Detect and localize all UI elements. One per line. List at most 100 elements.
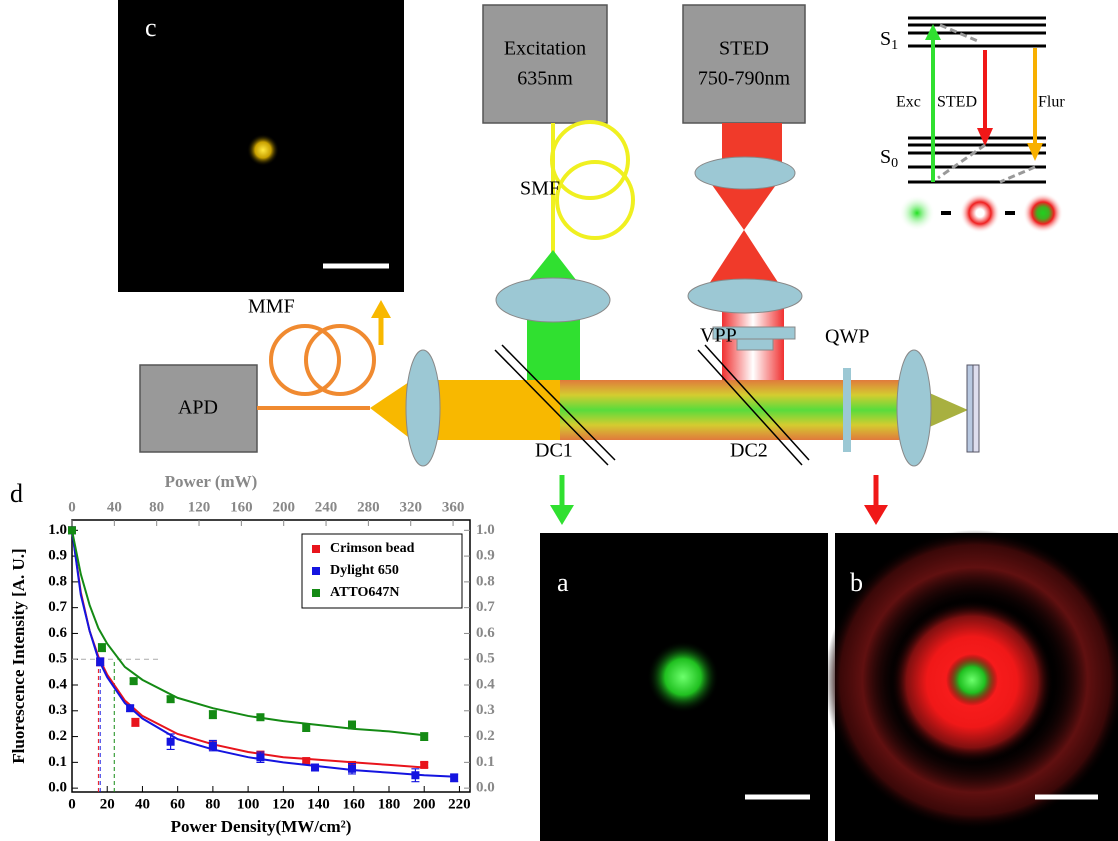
x-tick-label: 60 (170, 796, 185, 812)
y-tick-label: 0.9 (48, 548, 67, 564)
arrow (550, 475, 574, 525)
legend-label: Dylight 650 (330, 563, 399, 578)
lens (496, 278, 610, 322)
x-tick-label: 160 (343, 796, 366, 812)
x2-tick-label: 0 (68, 499, 76, 515)
sample-slide (973, 365, 979, 452)
apd-label: APD (178, 397, 218, 419)
excitation-label: 635nm (517, 68, 573, 90)
x-tick-label: 100 (237, 796, 260, 812)
x-tick-label: 140 (307, 796, 330, 812)
x-tick-label: 80 (205, 796, 220, 812)
y2-tick-label: 0.9 (476, 548, 495, 564)
x2-tick-label: 40 (107, 499, 122, 515)
y-axis-label: Fluorescence Intensity [A. U.] (9, 548, 28, 763)
sted-focus (705, 175, 783, 290)
y-tick-label: 0.8 (48, 573, 67, 589)
excitation-label: Excitation (504, 38, 586, 60)
smf-fiber (552, 122, 633, 255)
effective-psf (1023, 193, 1063, 233)
y2-tick-label: 0.2 (476, 728, 495, 744)
panel-label: c (145, 13, 157, 42)
s0-label: S0 (880, 146, 898, 172)
dc1-label: DC1 (535, 440, 573, 462)
data-point (167, 695, 175, 703)
y-tick-label: 0.6 (48, 625, 67, 641)
sted-label: STED (719, 38, 769, 60)
qwp-label: QWP (825, 326, 869, 348)
y2-tick-label: 0.5 (476, 651, 495, 667)
mmf-label: MMF (248, 296, 295, 318)
mmf-fiber (257, 326, 374, 408)
y2-tick-label: 0.0 (476, 780, 495, 796)
data-point (420, 733, 428, 741)
y2-tick-label: 0.7 (476, 599, 495, 615)
sted-box (683, 5, 805, 123)
x2-tick-label: 80 (149, 499, 164, 515)
vpp-plate (737, 339, 773, 350)
data-point (348, 721, 356, 729)
dash (1005, 211, 1015, 215)
data-point (302, 724, 310, 732)
lens (695, 157, 795, 189)
sample-slide (967, 365, 973, 452)
sted-label: STED (937, 94, 977, 111)
panel-label: b (850, 568, 863, 597)
y2-tick-label: 0.4 (476, 676, 495, 692)
x2-tick-label: 280 (357, 499, 380, 515)
y2-tick-label: 1.0 (476, 522, 495, 538)
x-tick-label: 20 (100, 796, 115, 812)
qwp (843, 368, 851, 452)
y-tick-label: 0.3 (48, 702, 67, 718)
lens (897, 350, 931, 466)
data-point (130, 677, 138, 685)
y2-tick-label: 0.3 (476, 702, 495, 718)
dash (941, 211, 951, 215)
smf-label: SMF (520, 178, 560, 200)
x-tick-label: 0 (68, 796, 76, 812)
x-tick-label: 220 (448, 796, 471, 812)
arrow (864, 475, 888, 525)
yellow-spot (247, 134, 279, 166)
x2-tick-label: 200 (272, 499, 295, 515)
data-point (420, 761, 428, 769)
legend-label: ATTO647N (330, 585, 400, 600)
data-point (311, 764, 319, 772)
y-tick-label: 1.0 (48, 522, 67, 538)
green-spot (946, 654, 998, 706)
figure: c Excitation 635nm STED 750-790nm SMF VP… (0, 0, 1118, 841)
data-point (126, 704, 134, 712)
data-point (131, 718, 139, 726)
y-tick-label: 0.1 (48, 754, 67, 770)
lens (406, 350, 440, 466)
x2-tick-label: 120 (188, 499, 211, 515)
y2-tick-label: 0.1 (476, 754, 495, 770)
data-point (209, 711, 217, 719)
y-tick-label: 0.2 (48, 728, 67, 744)
data-point (167, 738, 175, 746)
data-point (411, 771, 419, 779)
x-tick-label: 180 (378, 796, 401, 812)
dc2-label: DC2 (730, 440, 768, 462)
y-tick-label: 0.7 (48, 599, 67, 615)
vpp-label: VPP (700, 325, 737, 347)
y-tick-label: 0.5 (48, 651, 67, 667)
s1-label: S1 (880, 28, 898, 54)
data-point (98, 644, 106, 652)
sted-psf (960, 193, 1000, 233)
legend-marker (312, 545, 320, 553)
legend-marker (312, 589, 320, 597)
arrow (977, 50, 993, 146)
data-point (96, 658, 104, 666)
lens (688, 279, 802, 313)
legend-marker (312, 567, 320, 575)
arrow (371, 300, 391, 345)
panel-label: d (10, 479, 23, 508)
x2-tick-label: 320 (399, 499, 422, 515)
data-point (68, 526, 76, 534)
sted-label: 750-790nm (698, 68, 791, 90)
x-tick-label: 200 (413, 796, 436, 812)
data-point (450, 774, 458, 782)
x2-tick-label: 240 (315, 499, 338, 515)
x2-axis-label: Power (mW) (165, 472, 258, 491)
